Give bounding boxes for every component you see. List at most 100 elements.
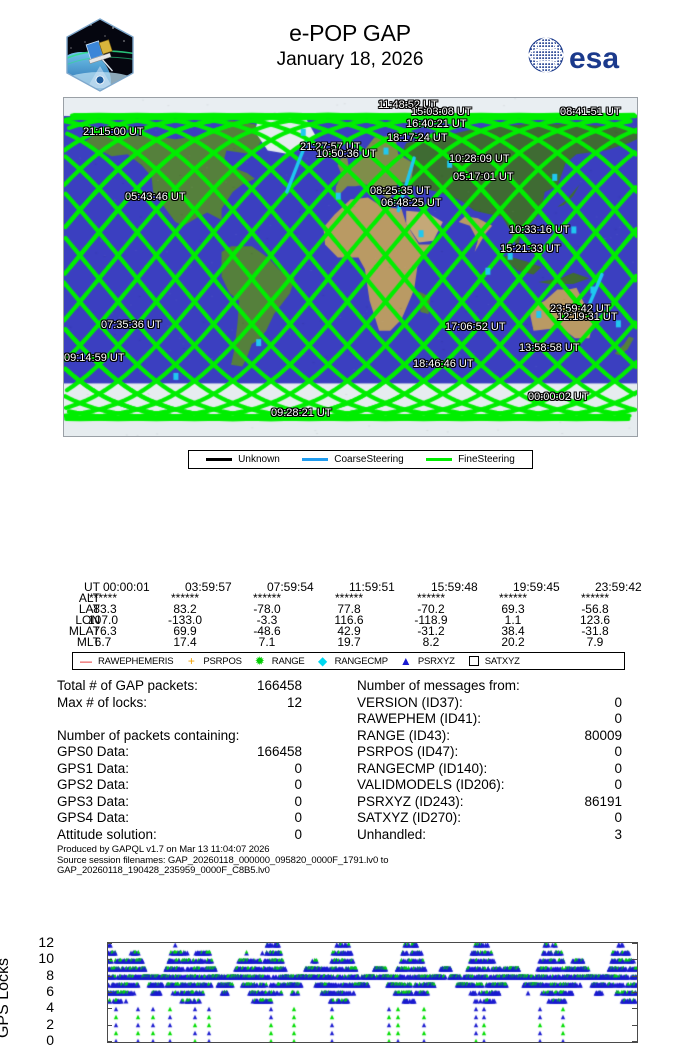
title-date: January 18, 2026	[200, 48, 500, 71]
message-stat-value: 86191	[584, 794, 622, 811]
legend-label: CoarseSteering	[334, 454, 403, 465]
diamond-marker-icon: ◆	[316, 655, 330, 667]
message-stat-label: PSRXYZ (ID243):	[357, 794, 464, 811]
packets-containing-header: Number of packets containing:	[57, 728, 239, 745]
message-stat-value: 0	[614, 744, 622, 761]
series-legend-item: — RAWEPHEMERIS	[79, 655, 173, 667]
stat-row: VALIDMODELS (ID206): 0	[357, 777, 657, 794]
table-row: LON 107.0 -133.0 -3.3 116.6 -118.9 1.1 123.6	[0, 613, 695, 624]
stat-row: PSRPOS (ID47): 0	[357, 744, 657, 761]
gps-ytick-label: 4	[30, 1002, 54, 1012]
max-locks-value: 12	[287, 695, 302, 712]
message-stat-value: 0	[614, 711, 622, 728]
cassiope-mission-patch-icon: CASSIOPE	[61, 16, 139, 94]
series-legend-label: SATXYZ	[485, 656, 520, 667]
gps-ytick-mark-right	[632, 959, 637, 960]
gps-ytick-label: 8	[30, 970, 54, 980]
table-row: UT 00:00:01 03:59:57 07:59:54 11:59:51 15:59:…	[0, 580, 695, 591]
message-stat-label: SATXYZ (ID270):	[357, 810, 461, 827]
triangle-marker-icon: ▲	[399, 655, 413, 667]
footer-line-1: Produced by GAPQL v1.7 on Mar 13 11:04:0…	[57, 845, 657, 856]
gps-ytick-label: 12	[30, 937, 54, 947]
table-cell: 20.2	[470, 635, 556, 649]
stat-row: RAWEPHEM (ID41): 0	[357, 711, 657, 728]
map-legend-item: CoarseSteering	[302, 454, 403, 465]
gps-ytick-mark	[107, 959, 112, 960]
footer-provenance: Produced by GAPQL v1.7 on Mar 13 11:04:0…	[57, 845, 657, 877]
packet-stat-value: 0	[294, 777, 302, 794]
series-legend-label: PSRXYZ	[418, 656, 455, 667]
stat-row: VERSION (ID37): 0	[357, 695, 657, 712]
message-stat-label: RANGECMP (ID140):	[357, 761, 487, 778]
series-legend-item: ◆ RANGECMP	[316, 655, 388, 667]
max-locks-label: Max # of locks:	[57, 695, 147, 712]
packet-stat-value: 166458	[257, 744, 302, 761]
series-legend-item: + PSRPOS	[184, 655, 241, 667]
dash-marker-icon: —	[79, 655, 93, 667]
gps-ytick-mark	[107, 976, 112, 977]
messages-from-header: Number of messages from:	[357, 678, 520, 695]
gps-locks-plot-frame	[107, 942, 638, 1043]
packet-stat-label: GPS0 Data:	[57, 744, 129, 761]
gps-ytick-label: 2	[30, 1019, 54, 1029]
gps-ytick-label: 10	[30, 953, 54, 963]
report-header: CASSIOPE e-POP GAP January 18, 2026 esa	[0, 0, 695, 92]
legend-line-swatch	[426, 458, 452, 461]
message-statistics-column: Number of messages from: VERSION (ID37):…	[357, 678, 657, 843]
legend-label: Unknown	[238, 454, 280, 465]
packet-stat-label: Attitude solution:	[57, 827, 157, 844]
packet-stat-value: 0	[294, 810, 302, 827]
message-stat-value: 3	[614, 827, 622, 844]
gps-ytick-mark-right	[632, 1008, 637, 1009]
series-legend-label: RANGE	[272, 656, 305, 667]
total-packets-label: Total # of GAP packets:	[57, 678, 198, 695]
series-legend-item: SATXYZ	[466, 656, 520, 667]
gps-ytick-mark	[107, 1025, 112, 1026]
packet-stat-label: GPS1 Data:	[57, 761, 129, 778]
stat-row: SATXYZ (ID270): 0	[357, 810, 657, 827]
gps-ytick-mark-right	[632, 992, 637, 993]
stat-row: GPS0 Data: 166458	[57, 744, 357, 761]
table-cell: 19.7	[306, 635, 392, 649]
gps-ytick-mark-right	[632, 1041, 637, 1042]
message-stat-label: VALIDMODELS (ID206):	[357, 777, 505, 794]
table-cell: 7.9	[552, 635, 638, 649]
gps-ytick-mark	[107, 943, 112, 944]
table-cell: 6.7	[60, 635, 146, 649]
series-legend-label: RAWEPHEMERIS	[98, 656, 173, 667]
packet-statistics-column: Total # of GAP packets: 166458 Max # of …	[57, 678, 357, 843]
series-legend-label: PSRPOS	[203, 656, 241, 667]
page-title: e-POP GAP January 18, 2026	[200, 20, 500, 71]
map-legend: Unknown CoarseSteering FineSteering	[188, 450, 533, 469]
esa-logo-icon: esa	[527, 33, 635, 77]
stat-row: PSRXYZ (ID243): 86191	[357, 794, 657, 811]
message-stat-value: 80009	[584, 728, 622, 745]
message-stat-label: RANGE (ID43):	[357, 728, 450, 745]
gps-ytick-mark	[107, 992, 112, 993]
table-row: MLAT -76.3 69.9 -48.6 42.9 -31.2 38.4 -31.8	[0, 624, 695, 635]
star-marker-icon: ✹	[253, 655, 267, 667]
stat-row: GPS1 Data: 0	[57, 761, 357, 778]
message-type-legend: — RAWEPHEMERIS + PSRPOS ✹ RANGE ◆ RANGECMP ▲ PSRX…	[72, 652, 625, 670]
series-legend-item: ✹ RANGE	[253, 655, 305, 667]
gps-ytick-label: 6	[30, 986, 54, 996]
stat-row: GPS3 Data: 0	[57, 794, 357, 811]
message-stat-value: 0	[614, 761, 622, 778]
table-cell: 7.1	[224, 635, 310, 649]
stat-row: RANGECMP (ID140): 0	[357, 761, 657, 778]
gps-ytick-mark-right	[632, 943, 637, 944]
series-legend-item: ▲ PSRXYZ	[399, 655, 455, 667]
gps-locks-ylabel: GPS Locks	[0, 938, 13, 1058]
packet-stat-value: 0	[294, 794, 302, 811]
table-row: MLT 6.7 17.4 7.1 19.7 8.2 20.2 7.9	[0, 635, 695, 646]
stat-row: GPS4 Data: 0	[57, 810, 357, 827]
table-row: ALT ****** ****** ****** ****** ****** ****** *…	[0, 591, 695, 602]
packet-stat-value: 0	[294, 827, 302, 844]
esa-logo-text: esa	[569, 42, 619, 75]
gps-ytick-mark-right	[632, 976, 637, 977]
message-stat-label: VERSION (ID37):	[357, 695, 463, 712]
statistics-section: Total # of GAP packets: 166458 Max # of …	[0, 678, 695, 833]
packet-stat-value: 0	[294, 761, 302, 778]
stat-row: GPS2 Data: 0	[57, 777, 357, 794]
message-stat-value: 0	[614, 810, 622, 827]
